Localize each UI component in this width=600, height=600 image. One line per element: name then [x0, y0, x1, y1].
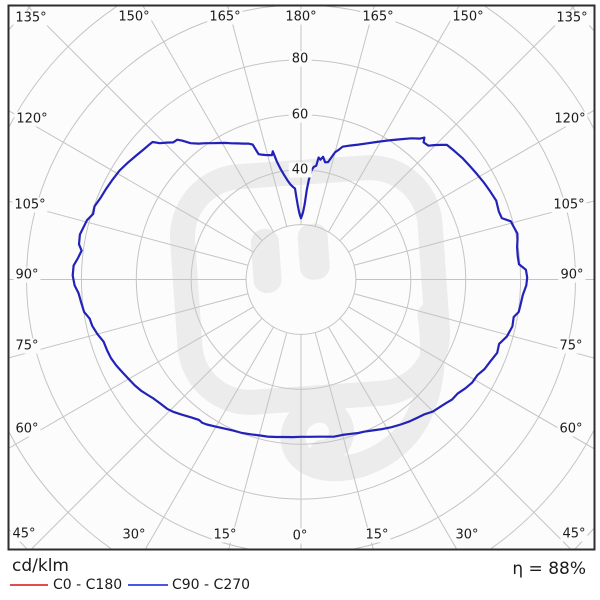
angle-label: 30°: [453, 527, 481, 543]
grid-spoke: [9, 200, 249, 266]
grid-spoke: [227, 6, 288, 227]
legend-line-c0-c180: [10, 584, 48, 586]
angle-label: 105°: [551, 197, 587, 213]
legend-label-c90-c270: C90 - C270: [172, 577, 251, 593]
grid-spoke: [314, 6, 375, 227]
plot-frame: [7, 4, 596, 551]
angle-label: 0°: [290, 528, 310, 544]
angle-label: 150°: [116, 9, 152, 25]
grid-spoke: [9, 293, 249, 359]
grid-spoke: [9, 110, 254, 253]
legend-label-c0-c180: C0 - C180: [53, 577, 123, 593]
grid-spoke: [9, 306, 254, 449]
curve-c90-c270: [71, 136, 529, 439]
angle-label: 45°: [10, 526, 38, 542]
angle-label: 60°: [557, 421, 585, 437]
angle-label: 60°: [13, 421, 41, 437]
legend-line-c90-c270: [128, 584, 168, 586]
grid-spoke: [31, 317, 263, 549]
angle-label: 135°: [13, 10, 49, 26]
angle-label: 165°: [207, 9, 243, 25]
radial-tick-label: 60: [288, 107, 312, 123]
grid-spoke: [353, 293, 594, 359]
grid-spoke: [228, 332, 288, 549]
angle-label: 75°: [13, 338, 41, 354]
angle-label: 90°: [13, 267, 41, 283]
grid-spoke: [348, 306, 594, 449]
polar-plot-area: 135° 150° 165° 180° 165° 150° 135° 120° 120° 105°…: [7, 4, 596, 551]
angle-label: 75°: [557, 338, 585, 354]
grid-spoke: [353, 200, 594, 266]
angle-label: 180°: [283, 9, 319, 25]
grid-spoke: [328, 6, 460, 233]
radial-tick-label: 40: [288, 162, 312, 178]
polar-chart-canvas: [7, 4, 596, 551]
angle-label: 120°: [552, 111, 588, 127]
angle-label: 15°: [211, 527, 239, 543]
angle-label: 45°: [560, 526, 588, 542]
angle-label: 165°: [360, 9, 396, 25]
angle-label: 30°: [120, 527, 148, 543]
efficiency-value: η = 88%: [512, 559, 586, 579]
angle-label: 150°: [450, 9, 486, 25]
grid-spoke: [142, 6, 274, 233]
grid-spoke: [348, 110, 594, 253]
unit-label: cd/klm: [12, 556, 69, 576]
angle-label: 90°: [558, 267, 586, 283]
grid-spoke: [145, 326, 274, 549]
angle-label: 135°: [554, 10, 590, 26]
angle-label: 15°: [363, 527, 391, 543]
radial-tick-label: 80: [288, 51, 312, 67]
angle-label: 120°: [14, 111, 50, 127]
grid-spoke: [328, 326, 457, 549]
grid-spoke: [314, 332, 374, 549]
angle-label: 105°: [12, 197, 48, 213]
